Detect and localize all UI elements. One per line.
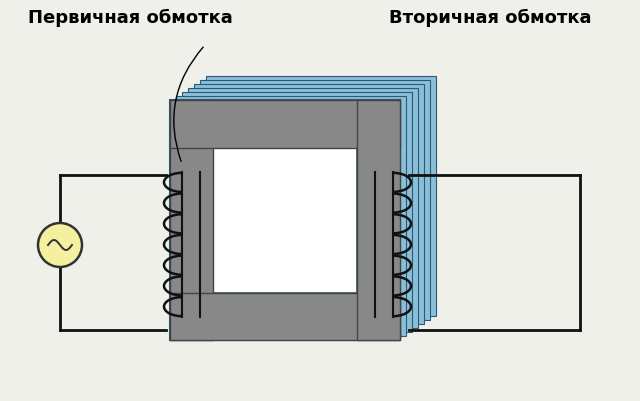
Bar [170,293,400,340]
Bar [357,100,400,340]
Bar [225,140,369,285]
Bar [200,80,430,320]
Bar [249,124,393,269]
Bar [188,88,418,328]
Circle shape [38,223,82,267]
Bar [176,96,406,336]
Text: Первичная обмотка: Первичная обмотка [28,9,232,27]
Bar [170,100,400,148]
Bar [219,144,363,289]
Bar [170,100,213,340]
Text: Вторичная обмотка: Вторичная обмотка [388,9,591,27]
Bar [170,100,400,340]
Bar [194,84,424,324]
Bar [237,132,381,277]
Bar [182,92,412,332]
Bar [213,148,357,293]
Bar [231,136,375,281]
Bar [206,76,436,316]
Bar [243,128,387,273]
